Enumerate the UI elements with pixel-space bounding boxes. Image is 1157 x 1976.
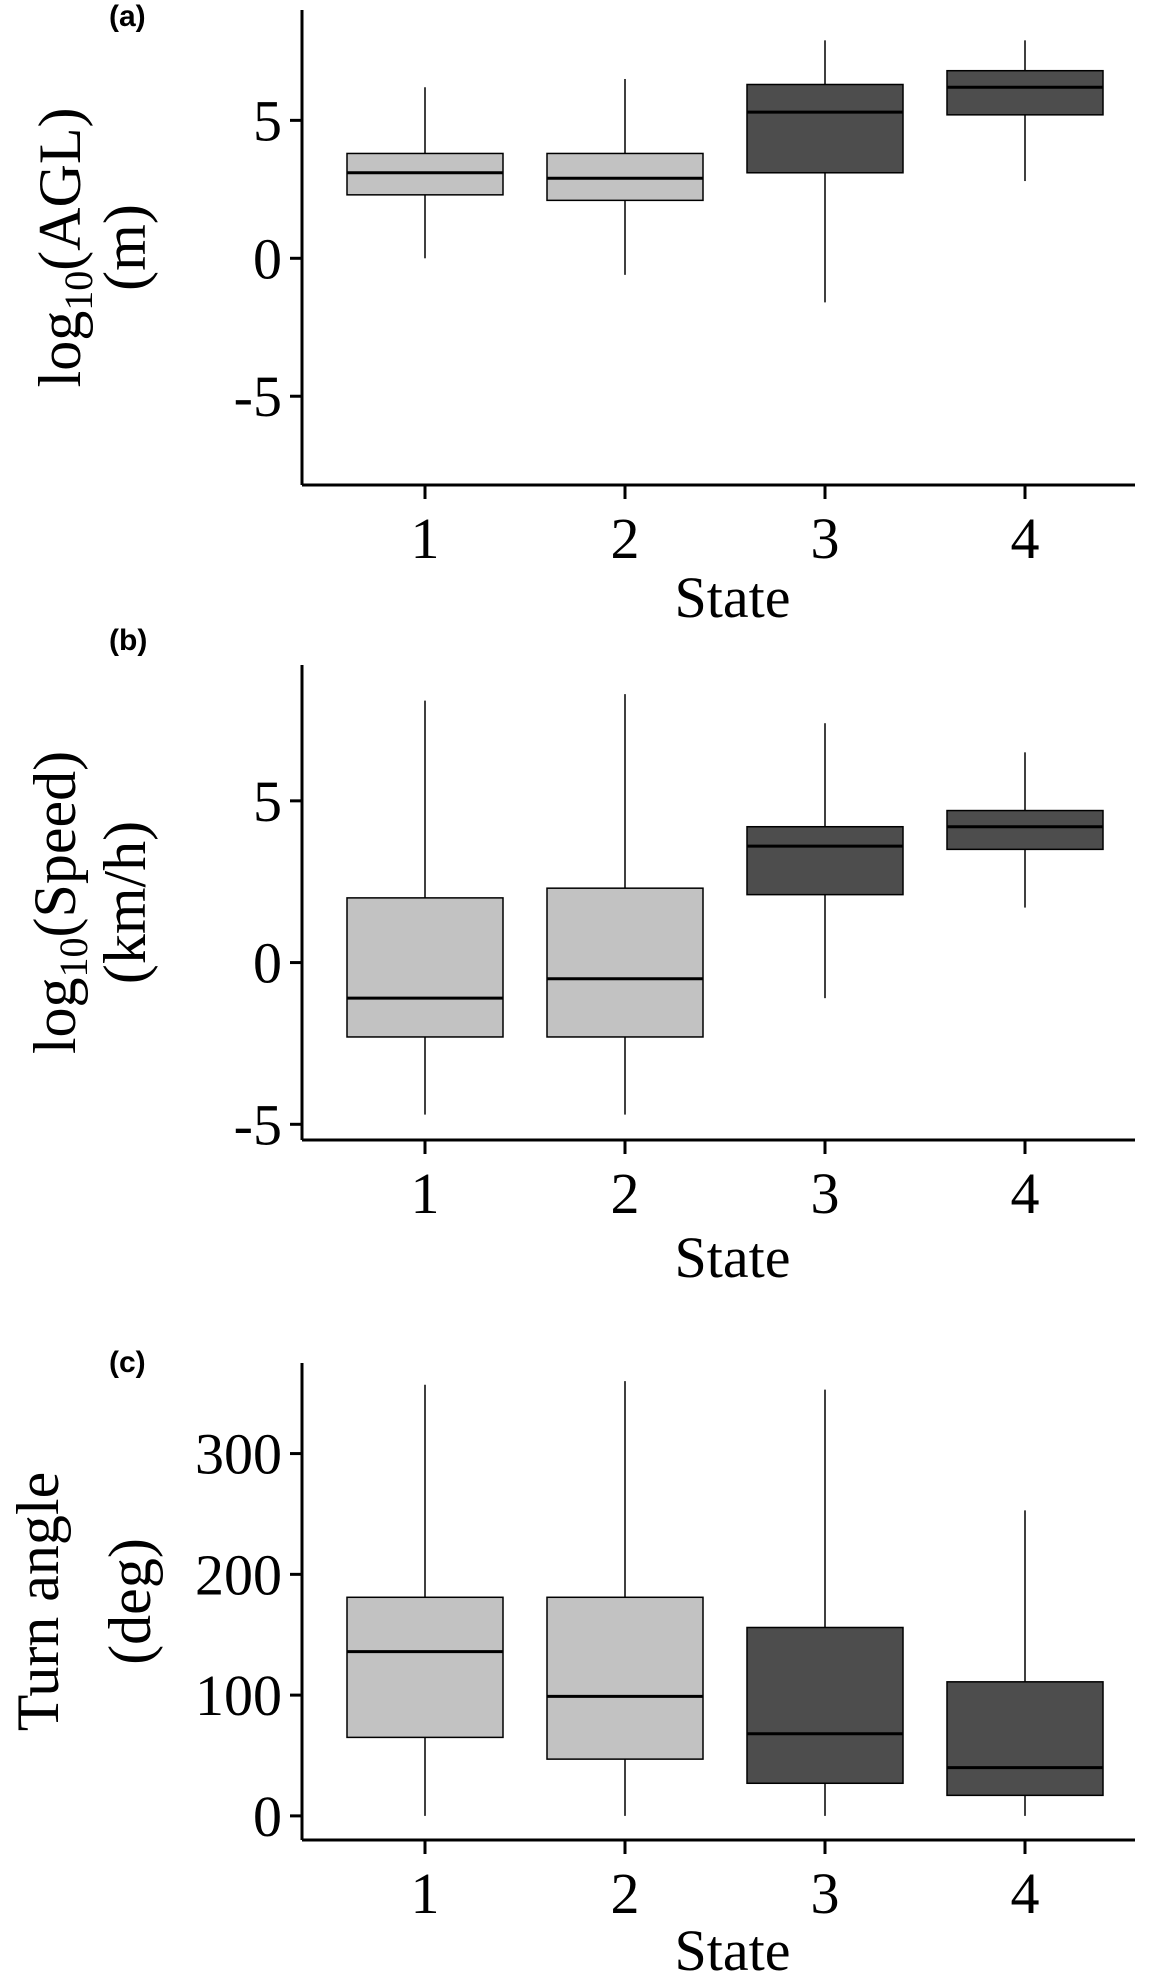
y-axis-title-line1: Turn angle	[5, 1472, 71, 1731]
y-tick-label: 5	[253, 769, 282, 834]
y-axis-title-line2: (deg)	[97, 1538, 163, 1665]
chart-panel-1: (a) 5 0 -5 1 2 3 4 State log10(AGL)(m)	[27, 0, 1135, 630]
y-axis-title-line2: (m)	[92, 204, 158, 291]
y-axis-title-line1: log10(AGL)	[27, 108, 101, 388]
x-tick-label: 3	[811, 1161, 840, 1226]
iqr-box	[746, 1626, 904, 1785]
y-axis-title-line2: (km/h)	[92, 821, 158, 984]
iqr-box	[946, 809, 1104, 851]
x-tick-label: 4	[1011, 1861, 1040, 1926]
panel-label: (b)	[109, 624, 147, 657]
iqr-box	[946, 1681, 1104, 1797]
x-tick-label: 2	[611, 1161, 640, 1226]
iqr-box	[746, 83, 904, 174]
box-state-1	[346, 87, 504, 259]
y-tick-label: -5	[234, 364, 282, 429]
iqr-box	[546, 887, 704, 1038]
x-tick-label: 3	[811, 1861, 840, 1926]
y-axis-title: log10(AGL)(m)	[27, 108, 158, 388]
panel-label: (c)	[109, 1346, 146, 1379]
x-axis-title: State	[675, 1225, 791, 1290]
box-state-2	[546, 694, 704, 1115]
box-state-3	[746, 1389, 904, 1816]
y-tick-label: 300	[195, 1422, 282, 1487]
box-state-3	[746, 723, 904, 999]
x-tick-label: 1	[411, 506, 440, 571]
y-axis-title: Turn angle (deg)	[5, 1472, 163, 1731]
x-tick-label: 2	[611, 1861, 640, 1926]
box-state-4	[946, 40, 1104, 182]
y-tick-label: 0	[253, 226, 282, 291]
x-tick-label: 2	[611, 506, 640, 571]
x-tick-label: 1	[411, 1861, 440, 1926]
chart-panel-3: (c) 300 200 100 0 1 2 3 4 State Turn angle (deg)	[5, 1346, 1135, 1976]
box-state-1	[346, 1384, 504, 1816]
y-tick-label: -5	[234, 1092, 282, 1157]
y-tick-label: 5	[253, 88, 282, 153]
x-tick-label: 1	[411, 1161, 440, 1226]
box-state-2	[546, 1381, 704, 1816]
iqr-box	[546, 1596, 704, 1760]
panel-label: (a)	[109, 0, 146, 33]
iqr-box	[746, 825, 904, 896]
x-tick-label: 4	[1011, 506, 1040, 571]
y-axis-title-line1: log10(Speed)	[22, 751, 96, 1054]
x-axis-title: State	[675, 565, 791, 630]
x-tick-label: 4	[1011, 1161, 1040, 1226]
box-state-1	[346, 700, 504, 1115]
x-axis-title: State	[675, 1918, 791, 1976]
box-state-4	[946, 1510, 1104, 1816]
x-tick-label: 3	[811, 506, 840, 571]
y-axis-title: log10(Speed)(km/h)	[22, 751, 158, 1054]
box-state-4	[946, 752, 1104, 908]
y-tick-label: 0	[253, 931, 282, 996]
y-tick-label: 0	[253, 1784, 282, 1849]
box-state-2	[546, 78, 704, 275]
iqr-box	[346, 1596, 504, 1739]
box-state-3	[746, 40, 904, 303]
y-tick-label: 200	[195, 1542, 282, 1607]
y-tick-label: 100	[195, 1663, 282, 1728]
iqr-box	[346, 897, 504, 1038]
chart-panel-2: (b) 5 0 -5 1 2 3 4 State log10(Speed)(km/h)	[22, 624, 1135, 1290]
iqr-box	[946, 69, 1104, 116]
